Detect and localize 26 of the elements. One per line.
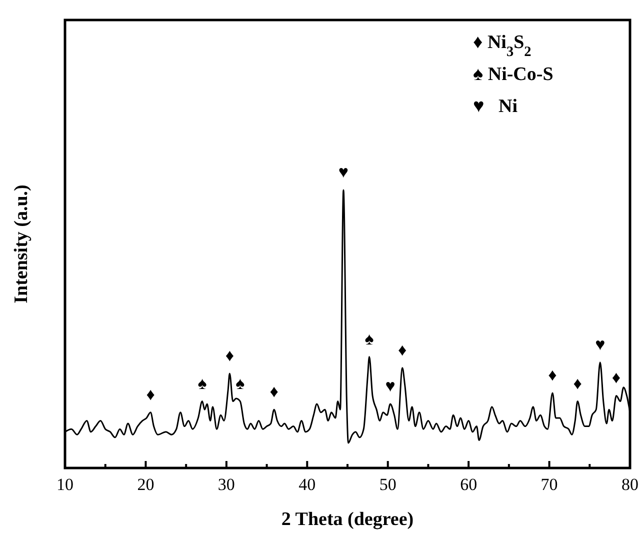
y-axis-title: Intensity (a.u.) bbox=[11, 184, 32, 304]
annotation: ♥ bbox=[385, 376, 396, 396]
text: ♠ Ni-Co-S bbox=[473, 64, 554, 85]
annotation: ♦ bbox=[146, 384, 156, 404]
x-tick-label: 70 bbox=[540, 475, 558, 494]
annotation: ♦ bbox=[612, 368, 621, 388]
annotation: ♦ bbox=[548, 365, 558, 384]
x-tick-label: 40 bbox=[298, 475, 316, 494]
annotation: ♦ bbox=[573, 374, 582, 393]
annotation: ♦ bbox=[225, 346, 234, 365]
x-tick-label: 50 bbox=[379, 475, 396, 494]
annotation: ♦ bbox=[398, 340, 408, 360]
x-tick-label: 30 bbox=[218, 475, 235, 494]
annotation: ♠ bbox=[198, 374, 207, 393]
annotation: ♠ bbox=[236, 374, 245, 393]
x-tick-label: 60 bbox=[460, 475, 478, 494]
x-tick-label: 20 bbox=[137, 475, 154, 494]
x-axis-title: 2 Theta (degree) bbox=[281, 509, 414, 530]
text: ♦ Ni$_{3}$S$_{2}$ bbox=[473, 32, 532, 60]
annotation: ♥ bbox=[338, 162, 349, 182]
x-tick-label: 80 bbox=[622, 475, 638, 494]
x-tick-label: 10 bbox=[56, 475, 74, 494]
annotation: ♠ bbox=[364, 329, 374, 348]
annotation: ♥ bbox=[595, 334, 606, 354]
text: ♥ Ni bbox=[473, 96, 518, 117]
annotation: ♦ bbox=[270, 382, 279, 402]
